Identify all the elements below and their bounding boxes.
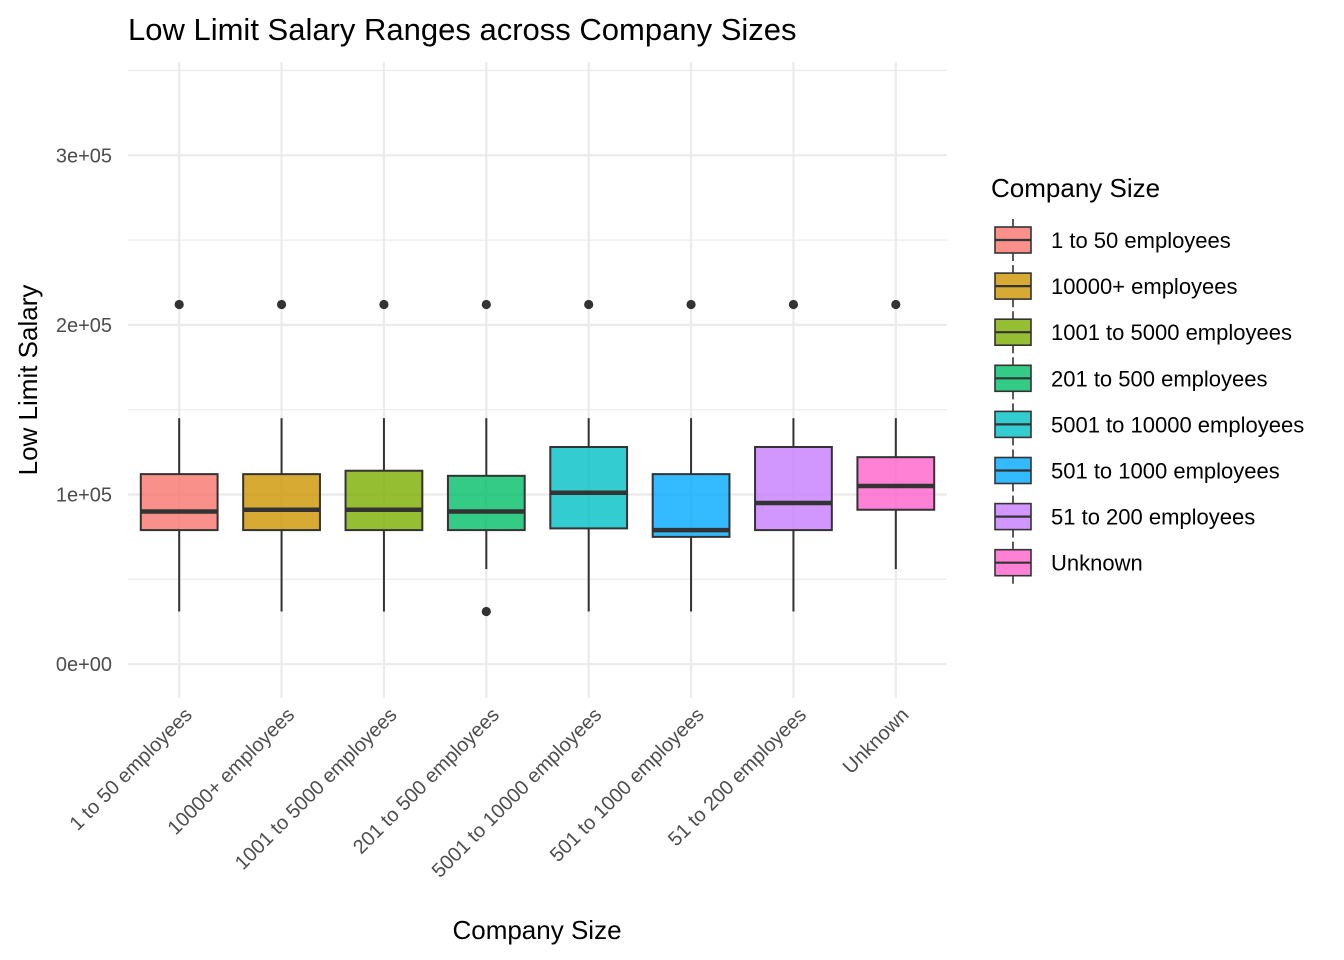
y-axis-title: Low Limit Salary [13,285,43,476]
legend-label: 10000+ employees [1051,274,1238,299]
legend-label: Unknown [1051,551,1143,576]
legend-label: 501 to 1000 employees [1051,459,1280,484]
outlier-point [584,300,593,309]
y-tick-label: 2e+05 [56,315,112,337]
y-tick-label: 0e+00 [56,654,112,676]
legend-label: 51 to 200 employees [1051,505,1255,530]
box-iqr [857,457,934,510]
legend-title: Company Size [991,173,1160,203]
outlier-point [175,300,184,309]
legend-label: 1001 to 5000 employees [1051,320,1292,345]
box-iqr [448,476,525,530]
box-iqr [243,474,320,530]
outlier-point [379,300,388,309]
outlier-point [686,300,695,309]
box-iqr [755,447,832,530]
outlier-point [789,300,798,309]
outlier-point [891,300,900,309]
x-axis-title: Company Size [452,915,621,945]
box-iqr [550,447,627,528]
outlier-point [277,300,286,309]
legend-label: 5001 to 10000 employees [1051,412,1304,437]
outlier-point [482,607,491,616]
chart-title: Low Limit Salary Ranges across Company S… [128,12,797,47]
y-tick-label: 1e+05 [56,484,112,506]
box-iqr [653,474,730,537]
box-iqr [141,474,218,530]
y-tick-label: 3e+05 [56,145,112,167]
legend-label: 201 to 500 employees [1051,366,1268,391]
legend-label: 1 to 50 employees [1051,228,1231,253]
box-iqr [346,471,423,530]
outlier-point [482,300,491,309]
